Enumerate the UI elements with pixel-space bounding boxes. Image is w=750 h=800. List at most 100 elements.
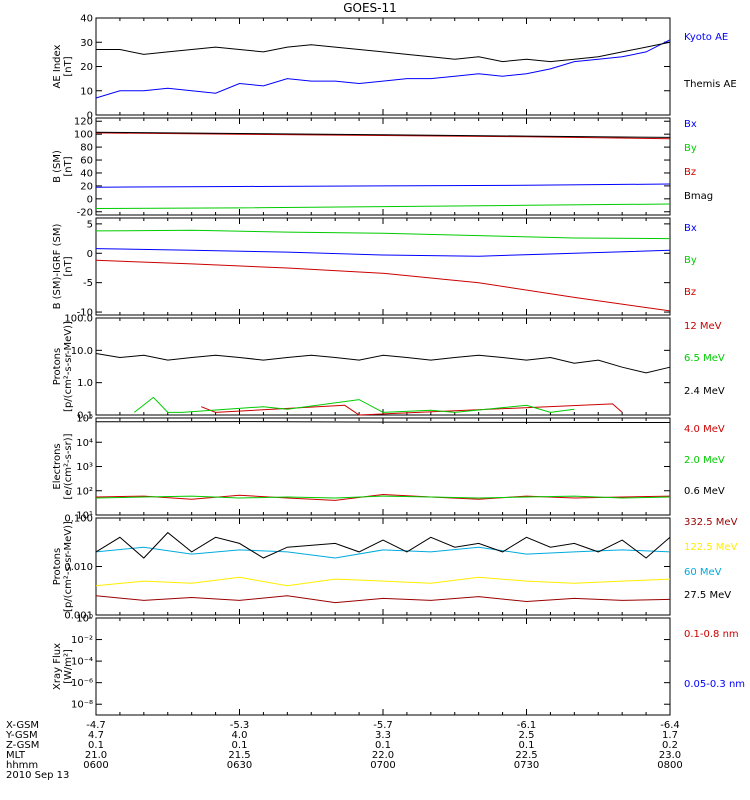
series-line-electrons-1 (95, 495, 671, 499)
series-line-protons-high-3 (95, 531, 671, 559)
series-line-bgsm-1 (95, 203, 671, 209)
panel-frame-electrons (95, 417, 671, 516)
y-tick-label: 10⁻⁶ (71, 678, 93, 689)
panel-frame-protons-low (95, 317, 671, 416)
legend-entry: By (684, 255, 697, 266)
y-axis-label: Protons (52, 548, 63, 585)
legend-entry: 332.5 MeV (684, 517, 738, 528)
series-line-electrons-2 (95, 421, 671, 423)
series-line-bgsm-3 (95, 131, 671, 138)
footer-value: 0600 (83, 760, 108, 771)
legend-entry: 122.5 MeV (684, 542, 738, 553)
y-axis-unit: [nT] (63, 256, 74, 276)
footer-value: -6.4 (660, 720, 680, 731)
footer-row-label: Z-GSM (6, 740, 39, 751)
legend-entry: Themis AE (683, 79, 737, 90)
footer-value: 21.5 (228, 750, 250, 761)
footer-value: -5.3 (230, 720, 250, 731)
y-tick-label: 10⁵ (76, 414, 93, 425)
y-tick-label: -20 (77, 207, 93, 218)
y-tick-label: 0 (87, 111, 93, 122)
y-tick-label: 60 (80, 156, 93, 167)
y-tick-label: 120 (74, 117, 93, 128)
panel-frame-xray (95, 617, 671, 716)
y-tick-label: 10¹ (76, 511, 93, 522)
legend-entry: Bx (684, 223, 697, 234)
series-line-protons-high-1 (95, 576, 671, 587)
series-line-protons-low-0 (201, 403, 623, 416)
y-tick-label: 100 (74, 130, 93, 141)
series-line-bigrf-2 (95, 259, 671, 312)
chart-title: GOES-11 (343, 1, 397, 15)
series-line-bgsm-0 (95, 183, 671, 188)
y-tick-label: 20 (80, 62, 93, 73)
footer-value: 0.1 (375, 740, 391, 751)
series-line-bigrf-1 (95, 229, 671, 240)
y-tick-label: 10⁻⁸ (71, 700, 93, 711)
y-tick-label: 10⁻² (71, 635, 93, 646)
legend-entry: Bx (684, 119, 697, 130)
footer-value: 0.1 (519, 740, 535, 751)
legend-entry: By (684, 143, 697, 154)
footer-value: 0700 (370, 760, 395, 771)
y-tick-label: 100.0 (64, 314, 93, 325)
y-tick-label: 80 (80, 143, 93, 154)
footer-value: 1.7 (662, 730, 678, 741)
y-tick-label: 5 (87, 219, 93, 230)
footer-value: 4.7 (88, 730, 104, 741)
y-axis-unit: [nT] (63, 56, 74, 76)
y-tick-label: 30 (80, 38, 93, 49)
footer-row-label: X-GSM (6, 720, 39, 731)
legend-entry: 0.1-0.8 nm (684, 629, 739, 640)
y-axis-label: AE Index (52, 44, 63, 88)
legend-entry: 12 MeV (684, 321, 722, 332)
y-axis-label: Xray Flux (52, 643, 63, 690)
legend-entry: 2.4 MeV (684, 386, 725, 397)
series-line-bgsm-2 (95, 132, 671, 140)
y-tick-label: 20 (80, 181, 93, 192)
footer-value: 0.1 (88, 740, 104, 751)
y-tick-label: -10 (77, 308, 93, 319)
panel-frame-protons-high (95, 517, 671, 616)
footer-value: 2.5 (519, 730, 535, 741)
footer-value: 0.2 (662, 740, 678, 751)
footer-value: 22.5 (515, 750, 537, 761)
y-axis-unit: [p/(cm²-s-sr-MeV)] (63, 521, 74, 612)
legend-entry: Bmag (684, 191, 713, 202)
footer-value: 0.1 (232, 740, 248, 751)
footer-row-label: MLT (6, 750, 26, 761)
y-axis-label: Protons (52, 348, 63, 385)
footer-value: 22.0 (372, 750, 394, 761)
y-tick-label: 0.001 (64, 611, 93, 622)
y-tick-label: -5 (83, 278, 93, 289)
series-line-ae-0 (95, 39, 671, 99)
series-line-protons-high-0 (95, 595, 671, 604)
legend-entry: Kyoto AE (684, 32, 728, 43)
legend-entry: 6.5 MeV (684, 353, 725, 364)
y-tick-label: 10⁰ (76, 614, 93, 625)
y-axis-label: B (SM) (52, 150, 63, 183)
footer-value: -5.7 (373, 720, 393, 731)
footer-value: 23.0 (659, 750, 681, 761)
footer-value: -6.1 (517, 720, 537, 731)
legend-entry: Bz (684, 167, 696, 178)
y-axis-label: Electrons (52, 443, 63, 489)
legend-entry: 0.6 MeV (684, 486, 725, 497)
y-tick-label: 1.0 (77, 378, 93, 389)
footer-value: 0630 (227, 760, 252, 771)
footer-value: 4.0 (232, 730, 248, 741)
y-tick-label: 0.010 (64, 562, 93, 573)
y-tick-label: 0.100 (64, 514, 93, 525)
panel-frame-bigrf (95, 217, 671, 316)
y-tick-label: 40 (80, 168, 93, 179)
legend-entry: 27.5 MeV (684, 590, 731, 601)
footer-value: -4.7 (86, 720, 106, 731)
footer-value: 0800 (657, 760, 682, 771)
series-line-electrons-0 (95, 493, 671, 501)
y-tick-label: 0 (87, 249, 93, 260)
legend-entry: 4.0 MeV (684, 424, 725, 435)
y-tick-label: 0 (87, 194, 93, 205)
footer-value: 21.0 (85, 750, 107, 761)
y-axis-unit: [p/(cm²-s-sr-MeV)] (63, 321, 74, 412)
